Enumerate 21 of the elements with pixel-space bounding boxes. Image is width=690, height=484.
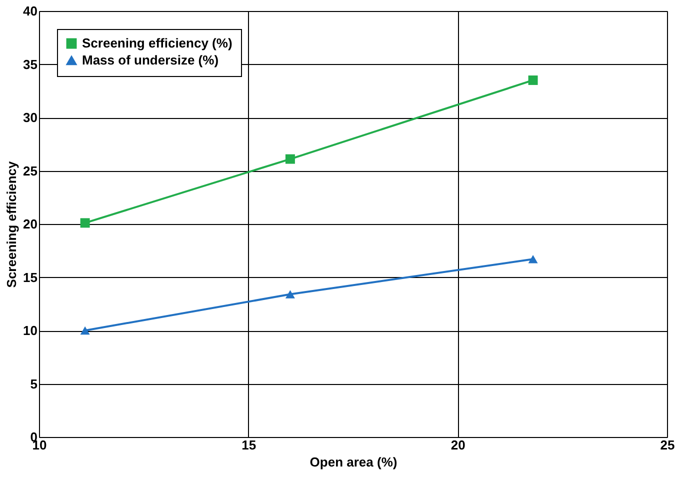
y-tick-label: 15 xyxy=(23,270,38,285)
legend-label: Mass of undersize (%) xyxy=(82,52,219,68)
y-tick-label: 25 xyxy=(23,163,38,178)
y-tick-label: 20 xyxy=(23,216,38,232)
y-tick-label: 10 xyxy=(23,323,38,338)
point xyxy=(285,154,295,164)
point xyxy=(80,218,90,228)
y-tick-label: 40 xyxy=(23,4,38,18)
point xyxy=(285,290,295,298)
x-tick-label: 25 xyxy=(660,438,675,452)
x-tick-label: 15 xyxy=(242,438,256,452)
point xyxy=(528,75,538,85)
point xyxy=(80,326,90,335)
y-tick-label: 30 xyxy=(23,110,38,125)
y-axis-title: Screening efficiency xyxy=(4,160,20,288)
x-tick-label: 20 xyxy=(450,438,466,452)
y-tick-label: 5 xyxy=(30,376,38,392)
x-axis-title: Open area (%) xyxy=(310,454,398,470)
legend-label: Screening efficiency (%) xyxy=(82,36,232,50)
y-tick-label: 35 xyxy=(23,56,38,72)
point xyxy=(528,255,538,264)
